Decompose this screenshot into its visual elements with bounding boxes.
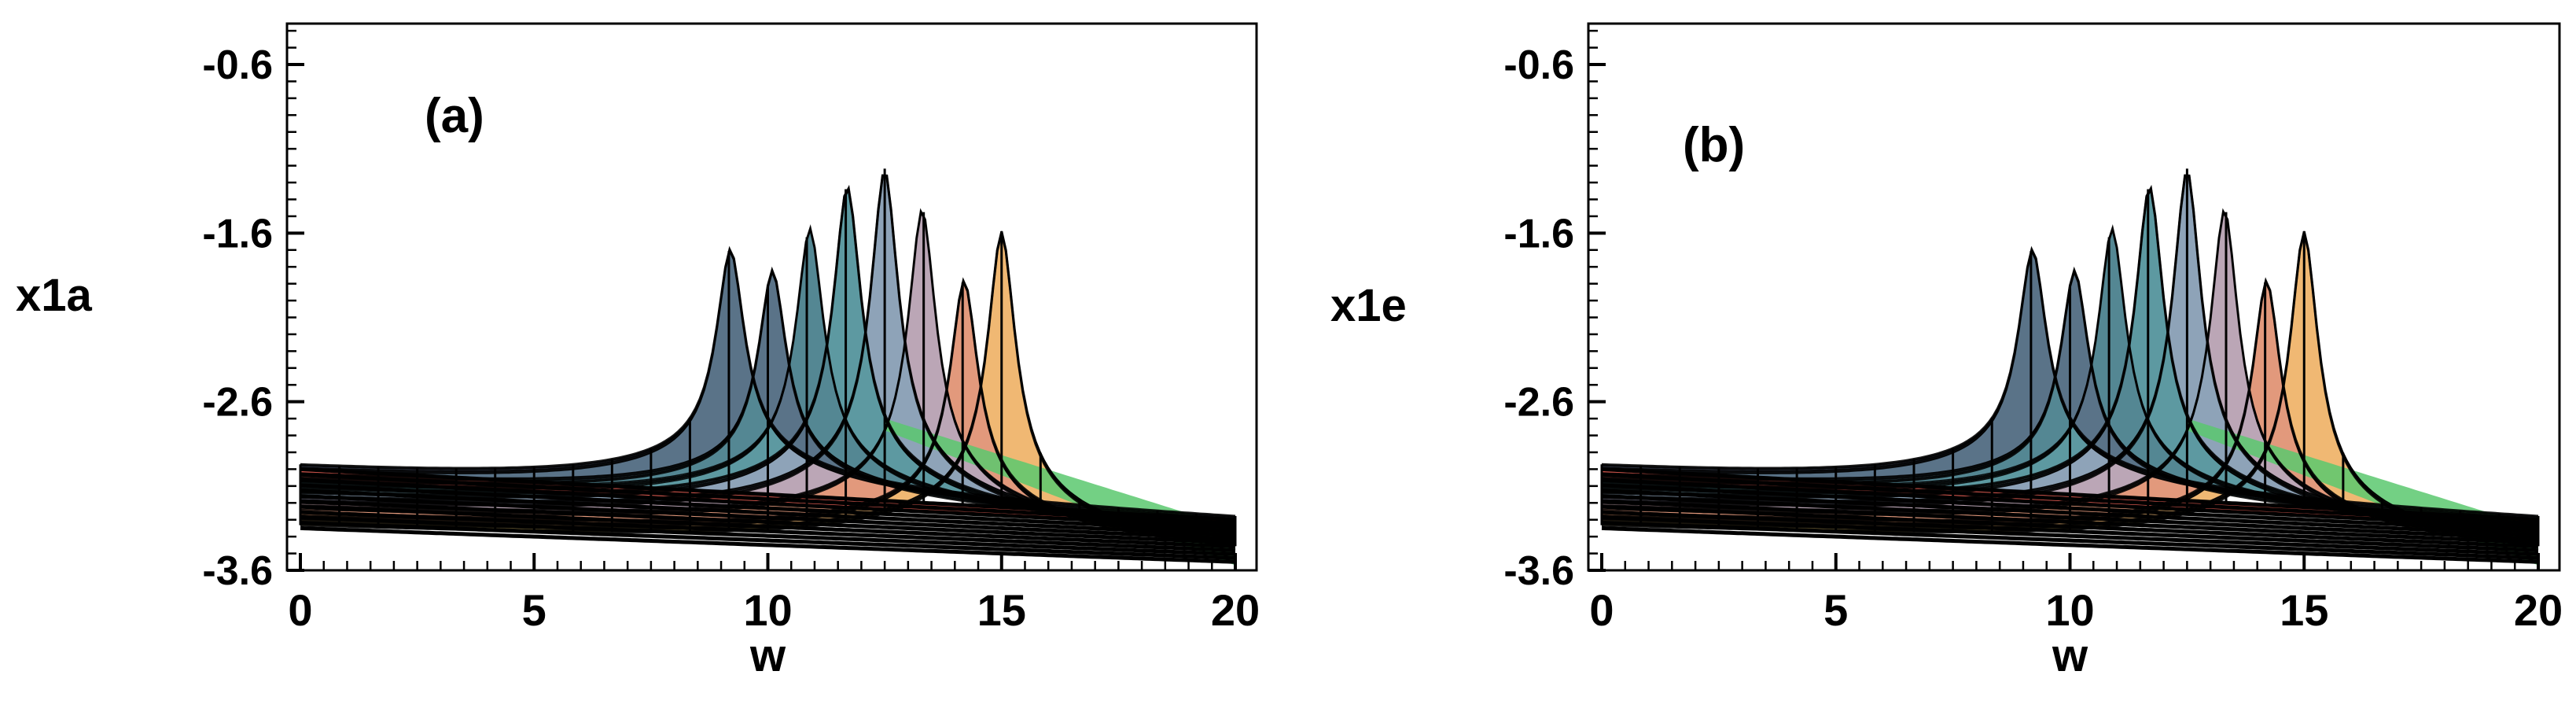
- x-tick-label: 10: [2045, 585, 2094, 635]
- y-tick-label: -0.6: [202, 42, 273, 88]
- y-axis: -0.6 -1.6 -2.6 -3.6: [1503, 29, 1606, 594]
- y-tick-label: -1.6: [202, 211, 273, 256]
- x-tick-label: 20: [1211, 585, 1260, 635]
- y-tick-label: -0.6: [1503, 42, 1574, 88]
- plot-frame: [285, 22, 1258, 572]
- y-tick-label: -3.6: [1503, 548, 1574, 594]
- y-axis: -0.6 -1.6 -2.6 -3.6: [202, 29, 304, 594]
- panel-label: (b): [1683, 118, 1745, 172]
- panel-label: (a): [425, 89, 484, 143]
- x-tick-label: 20: [2514, 585, 2563, 635]
- y-tick-label: -2.6: [202, 380, 273, 426]
- surface-plot: [299, 168, 1237, 566]
- x-axis: 0 5 10 15 20: [1589, 553, 2563, 635]
- y-tick-label: -2.6: [1503, 380, 1574, 426]
- x-tick-label: 5: [522, 585, 546, 635]
- surface-plot: [1600, 168, 2540, 566]
- x-tick-label: 15: [2280, 585, 2328, 635]
- x-axis-label: w: [2052, 630, 2088, 681]
- y-axis-label: x1a: [16, 270, 93, 321]
- x-axis: 0 5 10 15 20: [288, 553, 1260, 635]
- x-axis-label: w: [749, 630, 786, 681]
- x-tick-label: 15: [977, 585, 1026, 635]
- chart-panel-a: -0.6 -1.6 -2.6 -3.6 0 5 10 15 20 w x1a (a): [16, 22, 1260, 681]
- y-tick-label: -3.6: [202, 548, 273, 594]
- x-tick-label: 10: [743, 585, 792, 635]
- chart-panel-b: -0.6 -1.6 -2.6 -3.6 0 5 10 15 20 w x1e (b): [1330, 22, 2563, 681]
- y-tick-label: -1.6: [1503, 211, 1574, 256]
- y-axis-label: x1e: [1330, 280, 1407, 331]
- plot-frame: [1587, 22, 2561, 572]
- x-tick-label: 5: [1823, 585, 1848, 635]
- x-tick-label: 0: [288, 585, 312, 635]
- x-tick-label: 0: [1589, 585, 1614, 635]
